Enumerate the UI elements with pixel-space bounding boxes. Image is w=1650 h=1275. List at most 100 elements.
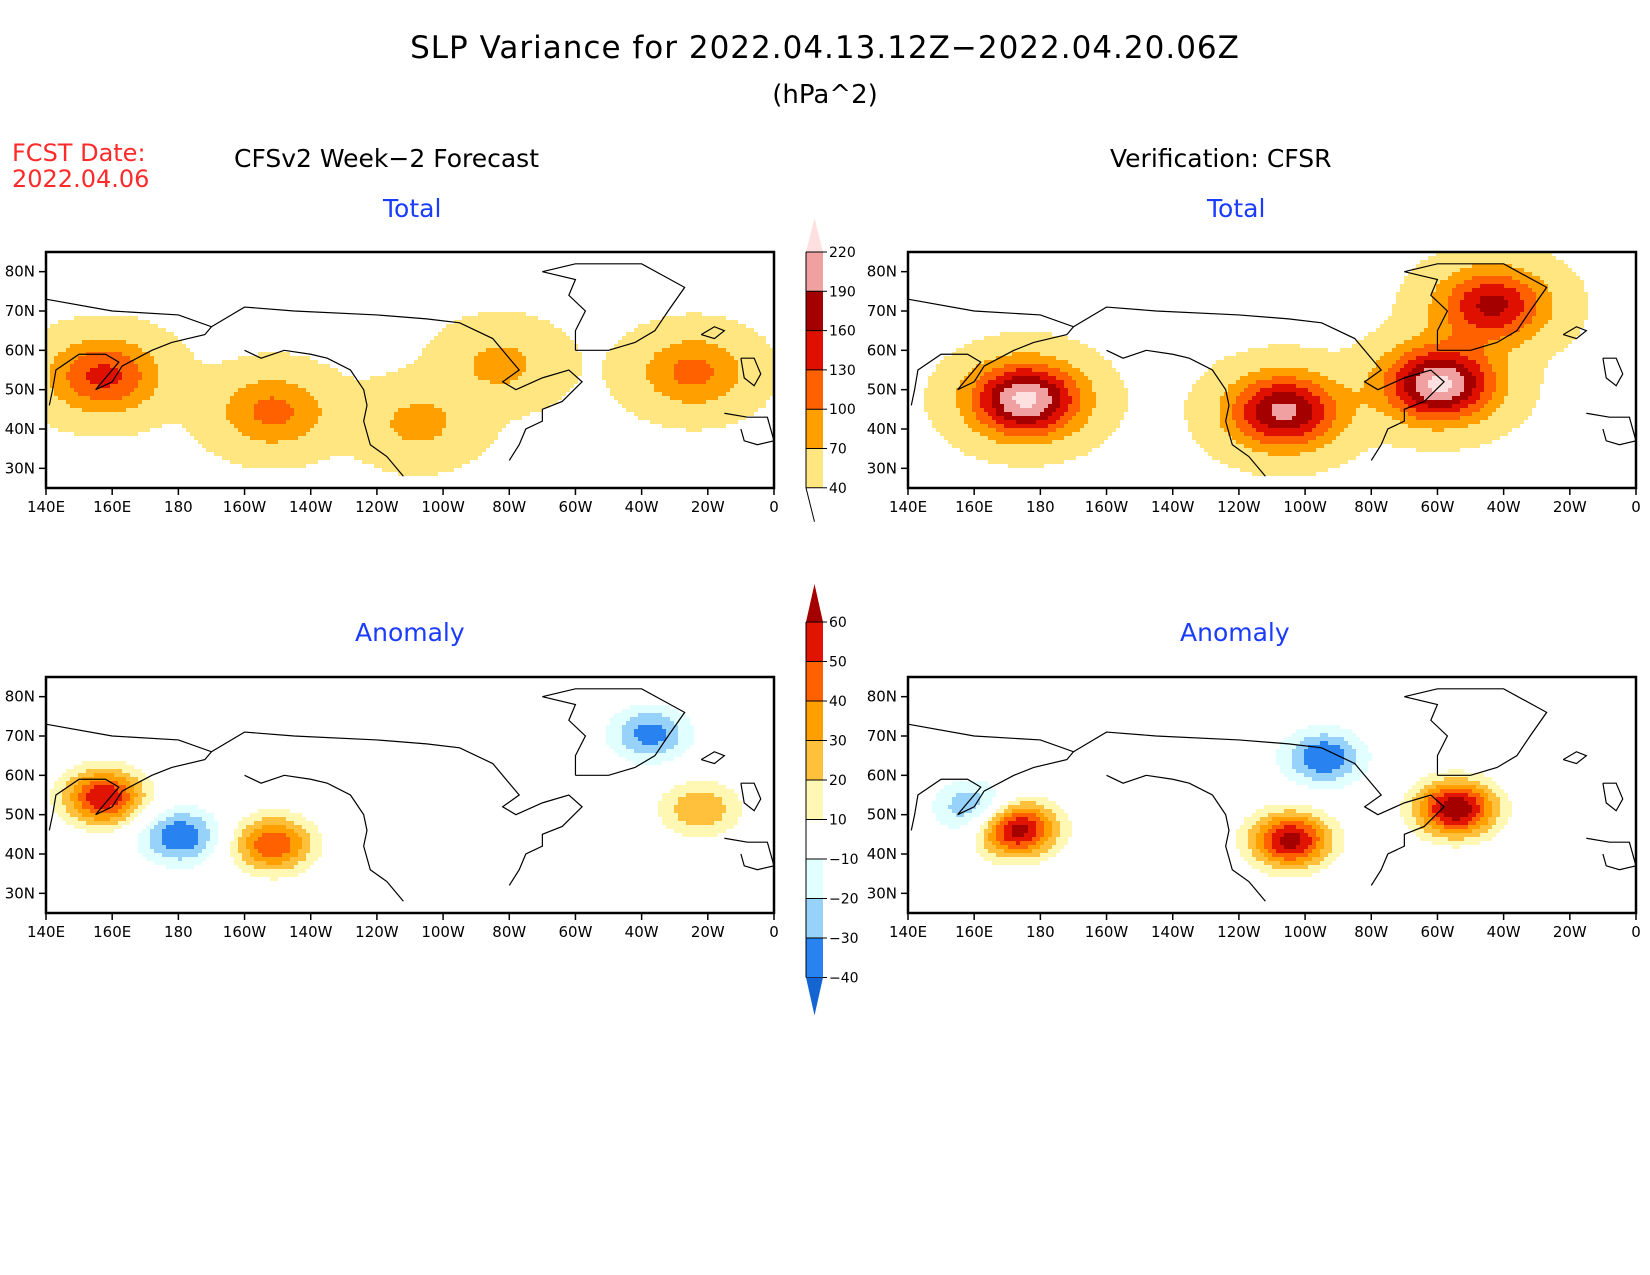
x-tick-label: 160W	[223, 498, 267, 516]
colorbar-box	[806, 780, 823, 820]
colorbar-bottom-arrow	[806, 977, 823, 1016]
x-tick-label: 0	[1631, 923, 1641, 941]
colorbar-label: 130	[829, 363, 856, 379]
x-tick-label: 60W	[558, 498, 592, 516]
y-tick-label: 60N	[867, 341, 897, 359]
x-tick-label: 20W	[691, 498, 725, 516]
x-tick-label: 120W	[1217, 498, 1261, 516]
colorbar-top-arrow	[806, 218, 823, 252]
forecast-column-title: CFSv2 Week−2 Forecast	[234, 144, 539, 173]
colorbar-box	[806, 661, 823, 701]
verification-anomaly-map: 30N 40N 50N 60N 70N 80N 140E 160E 180 160W 140W 120…	[867, 675, 1641, 941]
fcst-date-label: FCST Date:	[12, 139, 146, 167]
coastline	[45, 263, 775, 477]
y-tick-label: 40N	[5, 420, 35, 438]
total-colorbar: 220 190 160 130 100 70 40	[805, 218, 856, 522]
colorbar-box	[806, 291, 823, 331]
colorbar-label: −30	[829, 931, 859, 947]
x-tick-label: 60W	[1420, 498, 1454, 516]
x-tick-label: 180	[1026, 498, 1055, 516]
x-tick-label: 120W	[355, 923, 399, 941]
x-tick-label: 100W	[1283, 923, 1327, 941]
x-tick-label: 40W	[625, 498, 659, 516]
colorbar-box	[806, 409, 823, 449]
colorbar-label: −40	[829, 971, 859, 987]
colorbar-box	[806, 740, 823, 780]
x-tick-label: 20W	[1553, 923, 1587, 941]
x-tick-label: 140E	[889, 923, 927, 941]
y-tick-label: 50N	[867, 806, 897, 824]
colorbar-label: 190	[829, 284, 856, 300]
colorbar-label: 40	[829, 481, 847, 497]
colorbar-box	[806, 622, 823, 662]
x-tick-label: 180	[1026, 923, 1055, 941]
y-tick-label: 70N	[5, 727, 35, 745]
y-tick-label: 30N	[5, 884, 35, 902]
colorbar-label: −20	[829, 892, 859, 908]
x-tick-label: 20W	[691, 923, 725, 941]
x-tick-label: 140E	[27, 498, 65, 516]
x-tick-label: 120W	[355, 498, 399, 516]
colorbar-box	[806, 330, 823, 370]
y-tick-label: 50N	[5, 806, 35, 824]
x-tick-label: 160W	[223, 923, 267, 941]
x-tick-label: 100W	[1283, 498, 1327, 516]
colorbar-box	[806, 369, 823, 410]
colorbar-top-arrow	[806, 584, 823, 622]
colorbar-box	[806, 252, 823, 292]
x-tick-label: 40W	[1487, 923, 1521, 941]
colorbar-label: 30	[829, 734, 847, 750]
x-tick-label: 160W	[1085, 498, 1129, 516]
colorbar-box	[806, 859, 823, 899]
x-tick-label: 140W	[289, 923, 333, 941]
y-tick-label: 60N	[5, 766, 35, 784]
colorbar-box	[806, 938, 823, 978]
map-frame	[906, 250, 1638, 490]
x-tick-label: 60W	[1420, 923, 1454, 941]
colorbar-label: 160	[829, 324, 856, 340]
units-label: (hPa^2)	[772, 80, 878, 110]
y-tick-label: 80N	[867, 688, 897, 706]
y-tick-label: 70N	[5, 302, 35, 320]
field-layer	[924, 252, 1588, 476]
colorbar-label: 60	[829, 615, 847, 631]
y-tick-label: 30N	[867, 459, 897, 477]
fcst-date-value: 2022.04.06	[12, 165, 150, 193]
colorbar-label: 50	[829, 655, 847, 671]
x-tick-label: 80W	[492, 923, 526, 941]
anomaly-colorbar: 60 50 40 30 20 10 −10 −20 −30 −40	[805, 584, 859, 1016]
coastline	[45, 688, 775, 902]
y-tick-label: 40N	[867, 420, 897, 438]
colorbar-label: 70	[829, 442, 847, 458]
x-tick-label: 140E	[889, 498, 927, 516]
x-tick-label: 160E	[93, 498, 131, 516]
colorbar-label: 40	[829, 694, 847, 710]
field-layer	[50, 705, 742, 881]
y-tick-label: 70N	[867, 727, 897, 745]
forecast-total-subtitle: Total	[383, 194, 442, 223]
x-tick-label: 140E	[27, 923, 65, 941]
y-tick-label: 50N	[5, 381, 35, 399]
x-tick-label: 80W	[1354, 498, 1388, 516]
x-tick-label: 40W	[1487, 498, 1521, 516]
x-tick-label: 20W	[1553, 498, 1587, 516]
y-tick-label: 40N	[5, 845, 35, 863]
verification-total-subtitle: Total	[1207, 194, 1266, 223]
x-tick-label: 160W	[1085, 923, 1129, 941]
forecast-total-map: 30N 40N 50N 60N 70N 80N 140E 160E 180 160W 140W 120…	[5, 250, 779, 516]
y-tick-label: 30N	[867, 884, 897, 902]
x-tick-label: 160E	[955, 923, 993, 941]
forecast-date-block: FCST Date: 2022.04.06	[12, 140, 149, 192]
field-layer	[46, 312, 774, 476]
colorbar-label: 100	[829, 402, 856, 418]
map-frame	[906, 675, 1638, 915]
x-tick-label: 120W	[1217, 923, 1261, 941]
y-tick-label: 80N	[5, 688, 35, 706]
x-tick-label: 60W	[558, 923, 592, 941]
field-layer	[932, 725, 1512, 877]
x-tick-label: 80W	[1354, 923, 1388, 941]
y-tick-label: 50N	[867, 381, 897, 399]
y-tick-label: 60N	[5, 341, 35, 359]
x-tick-label: 0	[769, 923, 779, 941]
x-tick-label: 0	[769, 498, 779, 516]
